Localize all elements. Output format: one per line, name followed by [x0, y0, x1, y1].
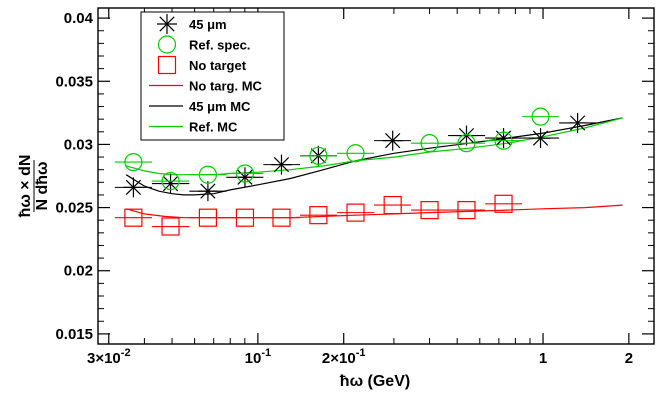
x-tick-label: 1 [539, 350, 547, 367]
mc-line [125, 204, 623, 219]
marker-stroke [385, 133, 401, 149]
legend-marker [157, 55, 177, 75]
marker-stroke [237, 169, 253, 185]
y-tick-label: 0.04 [64, 10, 94, 27]
legend-box [140, 11, 285, 141]
data-point [567, 112, 588, 133]
data-point [235, 164, 255, 183]
legend-marker [157, 35, 177, 54]
axes: 3×10-2 10-1 2×10-1 1 2 0.015 0.02 0.025 0.03 0.03… [55, 8, 654, 367]
data-point [456, 125, 477, 146]
data-point [382, 130, 403, 151]
data-point [420, 201, 439, 220]
y-tick-label: 0.02 [64, 263, 93, 280]
x-tick-label: 2×10-1 [322, 347, 366, 367]
data-point [383, 195, 402, 215]
legend-label: Ref. MC [189, 120, 238, 135]
x-tick-label: 10-1 [245, 347, 271, 367]
legend-marker [157, 14, 177, 34]
y-axis-title: ħω × dN N dħω [17, 155, 51, 218]
marker-stroke [125, 179, 142, 195]
data-point [161, 217, 180, 236]
data-point [271, 154, 292, 175]
data-point [420, 134, 439, 153]
data-point [457, 201, 476, 220]
marker-stroke [273, 157, 290, 173]
x-tick-label: 3×10-2 [87, 347, 131, 367]
data-point [123, 177, 144, 198]
data-point [346, 203, 365, 222]
y-tick-label: 0.035 [55, 73, 93, 90]
legend-label: No targ. MC [189, 79, 263, 94]
data-point [457, 134, 476, 153]
data-point [346, 144, 365, 163]
legend-label: 45 μm [189, 17, 227, 32]
marker-stroke [458, 127, 475, 144]
data-point [272, 208, 291, 227]
legend: 45 μm Ref. spec. No target No targ. MC 45 μm… [140, 11, 285, 141]
y-tick-label: 0.03 [64, 136, 93, 153]
marker-stroke [532, 130, 549, 146]
legend-label: 45 μm MC [189, 99, 251, 114]
data-point [124, 208, 143, 227]
data-point [124, 153, 143, 172]
data-point [309, 206, 328, 225]
y-tick-label: 0.025 [55, 200, 93, 217]
data-point [531, 107, 550, 126]
x-tick-label: 2 [625, 350, 633, 367]
data-point [198, 165, 218, 184]
x-axis-title: ħω (GeV) [340, 373, 410, 390]
data-point [161, 171, 180, 191]
data-point [309, 146, 328, 165]
y-label-numerator: ħω × dN [17, 155, 34, 218]
plot-frame [97, 7, 655, 345]
data-point [494, 131, 513, 150]
data-point [197, 181, 218, 202]
legend-label: No target [189, 58, 247, 73]
y-label-denominator: N dħω [34, 161, 51, 210]
data-point [530, 128, 551, 149]
mc-line [125, 117, 623, 176]
data-point [234, 167, 255, 188]
data-point [494, 194, 513, 213]
data-point [235, 208, 255, 227]
data-points [114, 107, 597, 236]
y-tick-label: 0.015 [55, 326, 93, 343]
data-point [198, 208, 218, 227]
marker-stroke [159, 16, 175, 32]
legend-label: Ref. spec. [189, 38, 250, 53]
marker-stroke [200, 183, 216, 199]
marker-stroke [569, 115, 586, 131]
